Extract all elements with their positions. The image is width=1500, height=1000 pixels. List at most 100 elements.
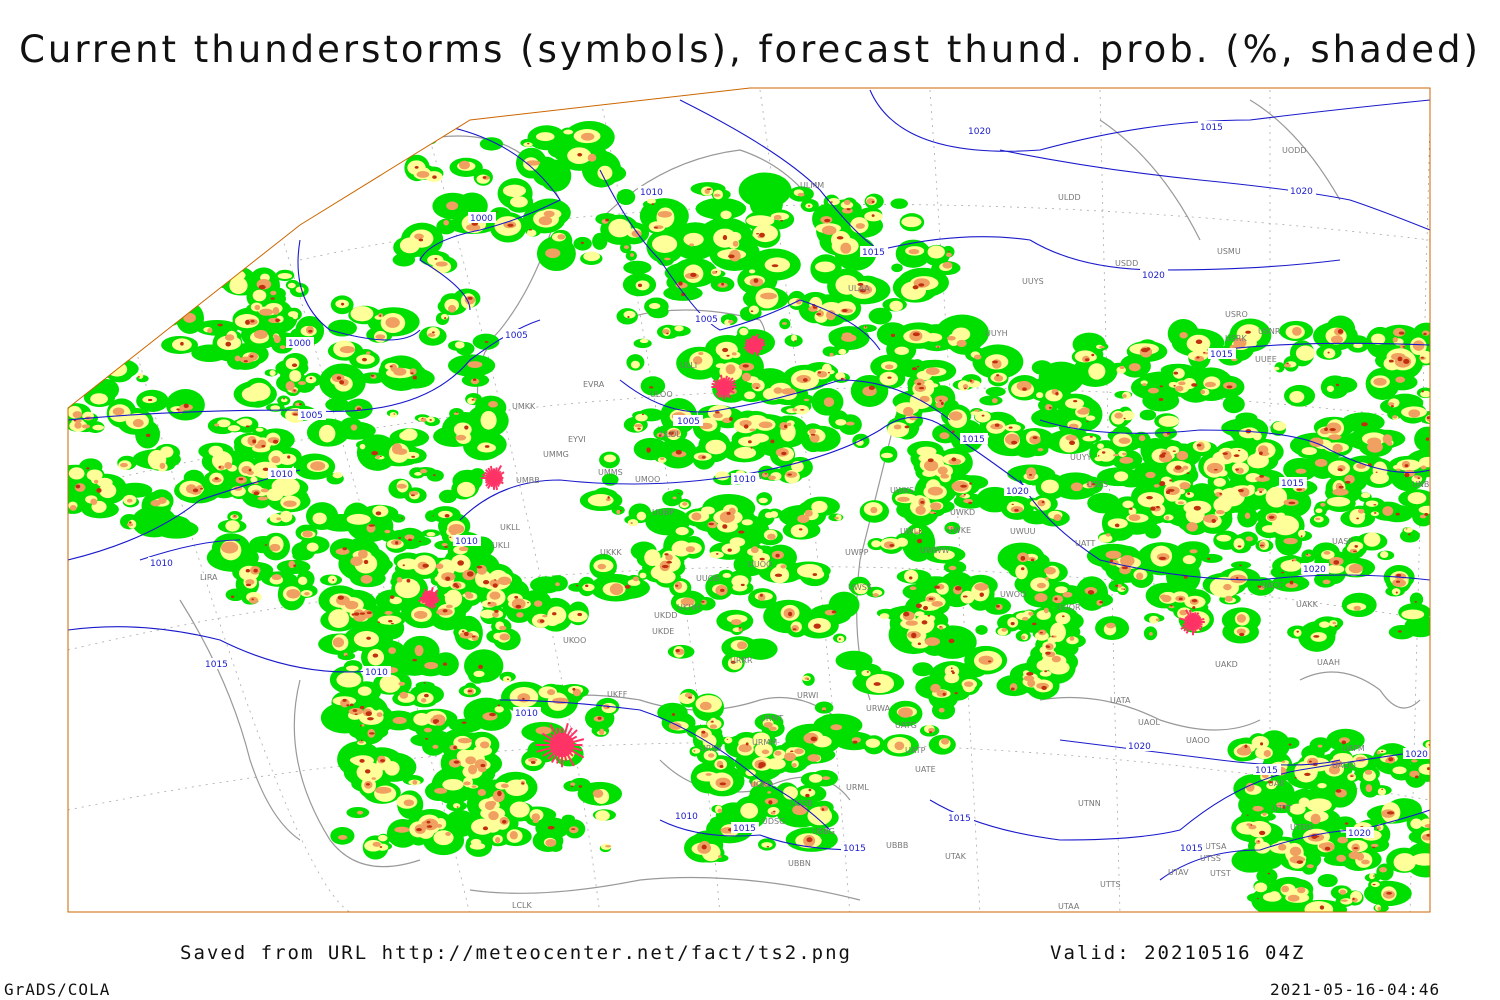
prob-blob: [441, 543, 448, 547]
prob-blob: [1301, 447, 1317, 456]
prob-blob: [1123, 417, 1126, 420]
isobar-label: 1015: [948, 814, 971, 824]
prob-blob: [68, 332, 79, 342]
prob-blob: [1219, 492, 1222, 495]
prob-blob: [1026, 672, 1034, 676]
prob-blob: [580, 241, 584, 244]
prob-blob: [474, 759, 487, 770]
prob-blob: [1207, 557, 1211, 560]
prob-blob: [624, 584, 631, 589]
isobar-label: 1015: [862, 248, 885, 258]
prob-blob: [279, 510, 293, 523]
prob-blob: [1370, 511, 1380, 517]
prob-blob: [691, 512, 702, 521]
prob-blob: [227, 425, 241, 432]
prob-blob: [464, 591, 472, 597]
prob-blob: [871, 214, 875, 217]
prob-blob: [1423, 332, 1427, 336]
prob-blob: [616, 509, 621, 515]
station-label: UTTT: [1272, 804, 1292, 813]
prob-blob: [298, 576, 308, 586]
prob-blob: [1239, 632, 1245, 637]
prob-blob: [759, 232, 765, 238]
station-label: USSS: [1087, 480, 1108, 489]
station-label: USMU: [1217, 247, 1241, 256]
prob-blob: [270, 290, 277, 296]
prob-blob: [748, 305, 760, 315]
prob-blob: [1099, 601, 1104, 604]
prob-blob: [467, 361, 483, 368]
isobar-label: 1015: [1200, 123, 1223, 133]
prob-blob: [734, 446, 757, 459]
prob-blob: [1206, 462, 1224, 474]
prob-blob: [424, 661, 439, 670]
prob-blob: [675, 526, 689, 536]
prob-blob: [1036, 610, 1051, 620]
prob-blob: [755, 386, 759, 390]
prob-blob: [180, 341, 184, 346]
prob-blob: [1392, 766, 1407, 775]
prob-blob: [487, 602, 491, 605]
prob-blob: [1372, 883, 1376, 886]
station-label: UTSA: [1205, 842, 1227, 851]
prob-blob: [1120, 410, 1135, 421]
prob-blob: [677, 493, 680, 495]
prob-blob: [399, 237, 420, 254]
prob-blob: [836, 236, 844, 240]
prob-blob: [295, 286, 305, 293]
prob-blob: [471, 399, 474, 401]
prob-blob: [956, 339, 967, 347]
isobar-label: 1020: [1405, 750, 1428, 760]
prob-blob: [366, 636, 372, 640]
prob-blob: [706, 188, 712, 191]
prob-blob: [1257, 840, 1260, 842]
prob-blob: [1395, 580, 1401, 583]
prob-blob: [1388, 757, 1394, 762]
prob-blob: [352, 709, 358, 712]
prob-blob: [912, 367, 918, 371]
prob-blob: [986, 504, 1006, 512]
prob-blob: [515, 604, 522, 609]
prob-blob: [719, 782, 727, 786]
prob-blob: [150, 271, 189, 296]
prob-blob: [1396, 468, 1401, 472]
prob-blob: [991, 398, 998, 404]
prob-blob: [1121, 566, 1128, 570]
prob-blob: [780, 219, 783, 222]
prob-blob: [96, 324, 126, 346]
prob-blob: [465, 756, 476, 765]
prob-blob: [1421, 356, 1424, 359]
prob-blob: [1165, 515, 1170, 521]
prob-blob: [1153, 484, 1160, 488]
prob-blob: [834, 516, 839, 520]
prob-blob: [1263, 750, 1271, 757]
prob-blob: [411, 455, 416, 458]
prob-blob: [1114, 412, 1123, 419]
prob-blob: [773, 387, 783, 394]
prob-blob: [1280, 571, 1285, 574]
isobar-label: 1010: [150, 559, 173, 569]
prob-blob: [1153, 438, 1176, 447]
prob-blob: [270, 297, 275, 300]
prob-blob: [375, 455, 381, 460]
prob-blob: [597, 165, 613, 180]
prob-blob: [1053, 514, 1062, 521]
prob-blob: [82, 300, 106, 316]
prob-blob: [1216, 534, 1232, 542]
prob-blob: [1191, 383, 1198, 387]
prob-blob: [467, 690, 473, 693]
prob-blob: [350, 306, 374, 322]
prob-blob: [130, 316, 146, 331]
prob-blob: [821, 225, 837, 236]
prob-blob: [1420, 465, 1427, 470]
prob-blob: [458, 546, 469, 552]
prob-blob: [894, 346, 910, 356]
prob-blob: [252, 289, 267, 302]
prob-blob: [948, 565, 957, 571]
forecast-map: ULMM ULDD UODD USDD USMU UUYS ULAA UUYH USRO USRK…: [67, 87, 1431, 913]
prob-blob: [132, 419, 144, 428]
prob-blob: [964, 387, 967, 390]
prob-blob: [424, 737, 429, 740]
prob-blob: [1069, 636, 1075, 641]
prob-blob: [1407, 492, 1427, 505]
